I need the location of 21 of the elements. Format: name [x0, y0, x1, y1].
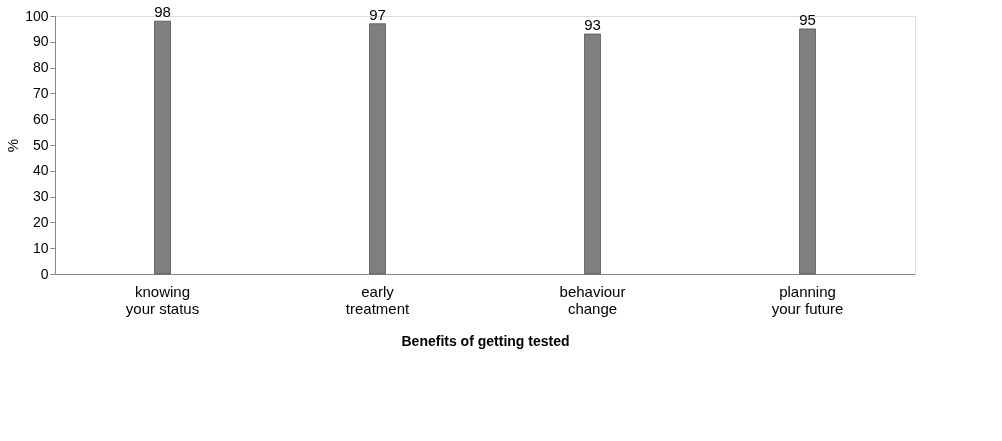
x-tick-label: early treatment: [345, 282, 411, 317]
x-tick-label: knowing your status: [125, 282, 200, 317]
data-label: 98: [154, 3, 171, 21]
y-tick-label: 20: [32, 213, 49, 230]
y-tick-label: 60: [32, 110, 49, 127]
y-tick-label: 50: [32, 136, 49, 153]
x-tick-label: planning your future: [771, 282, 844, 317]
y-tick-label: 10: [32, 239, 49, 256]
y-tick-label: 80: [32, 59, 49, 76]
y-tick-label: 40: [32, 162, 49, 179]
x-axis-title: Benefits of getting tested: [401, 332, 570, 349]
y-tick-label: 90: [32, 33, 49, 50]
data-label: 97: [369, 5, 386, 23]
y-axis-title: %: [4, 138, 22, 153]
data-label: 95: [799, 10, 816, 28]
x-tick-label: behaviour change: [559, 282, 626, 317]
y-tick-label: 100: [25, 7, 49, 24]
y-tick-label: 30: [32, 188, 49, 205]
y-tick-label: 0: [40, 265, 49, 282]
data-label: 93: [584, 16, 601, 34]
y-tick-label: 70: [32, 84, 49, 101]
